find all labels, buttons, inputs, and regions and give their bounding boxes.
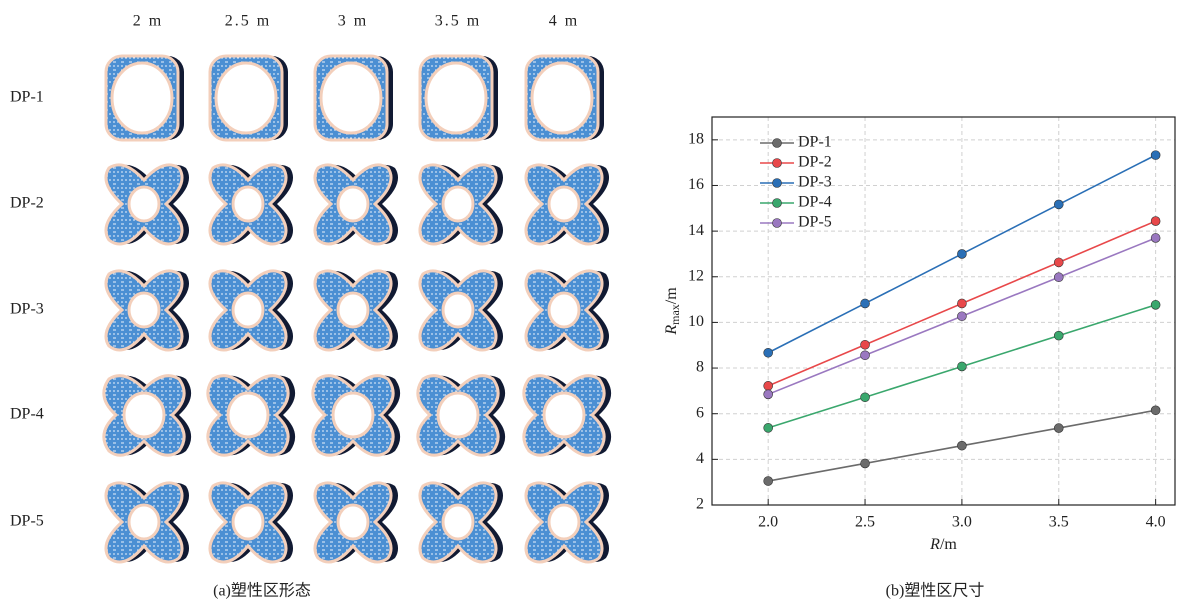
y-tick-label: 12 xyxy=(688,267,704,284)
data-point xyxy=(1151,217,1160,226)
x-tick-label: 3.0 xyxy=(952,514,972,531)
data-point xyxy=(1054,424,1063,433)
zone-shape xyxy=(210,56,288,140)
zone-shape xyxy=(420,165,503,244)
zone-shape xyxy=(313,376,400,456)
row-label: DP-1 xyxy=(10,89,44,106)
zone-shape xyxy=(315,271,398,350)
x-tick-label: 2.0 xyxy=(758,514,778,531)
panel-caption: (a)塑性区形态 xyxy=(213,582,311,600)
x-tick-label: 2.5 xyxy=(855,514,875,531)
y-tick-label: 10 xyxy=(688,313,704,330)
column-label: 4 m xyxy=(549,13,579,30)
zone-shape xyxy=(210,483,293,562)
zone-shape xyxy=(315,165,398,244)
legend-label: DP-4 xyxy=(798,194,832,211)
data-point xyxy=(861,299,870,308)
row-label: DP-2 xyxy=(10,195,44,212)
panel-caption: (b)塑性区尺寸 xyxy=(886,582,985,600)
legend-marker xyxy=(773,219,782,228)
column-label: 3 m xyxy=(338,13,368,30)
x-label-unit: /m xyxy=(940,536,957,553)
zone-shape xyxy=(104,376,191,456)
y-tick-label: 18 xyxy=(688,130,704,147)
legend-label: DP-2 xyxy=(798,154,832,171)
row-label: DP-4 xyxy=(10,406,44,423)
y-tick-label: 4 xyxy=(696,450,704,467)
zone-shape xyxy=(106,271,189,350)
zone-shape xyxy=(315,483,398,562)
zone-shape xyxy=(420,56,498,140)
data-point xyxy=(957,312,966,321)
data-point xyxy=(957,362,966,371)
legend-marker xyxy=(773,139,782,148)
data-point xyxy=(764,477,773,486)
legend-marker xyxy=(773,199,782,208)
y-tick-label: 14 xyxy=(688,222,704,239)
zone-shape xyxy=(315,56,393,140)
legend-label: DP-3 xyxy=(798,174,832,191)
x-tick-label: 3.5 xyxy=(1049,514,1069,531)
data-point xyxy=(957,249,966,258)
y-tick-label: 16 xyxy=(688,176,704,193)
zone-shape xyxy=(210,271,293,350)
data-point xyxy=(1054,200,1063,209)
zone-shape xyxy=(526,483,609,562)
data-point xyxy=(861,459,870,468)
column-label: 2 m xyxy=(133,13,163,30)
shape-grid xyxy=(104,56,611,562)
data-point xyxy=(764,348,773,357)
column-label: 2.5 m xyxy=(225,13,271,30)
y-tick-label: 6 xyxy=(696,404,704,421)
data-point xyxy=(861,351,870,360)
data-point xyxy=(957,441,966,450)
zone-shape xyxy=(524,376,611,456)
data-point xyxy=(1054,258,1063,267)
data-point xyxy=(764,381,773,390)
legend-marker xyxy=(773,179,782,188)
zone-shape xyxy=(418,376,505,456)
x-axis-label: R/m xyxy=(929,536,957,553)
zone-shape xyxy=(526,271,609,350)
data-point xyxy=(1054,331,1063,340)
data-point xyxy=(764,390,773,399)
zone-shape xyxy=(106,56,184,140)
row-label: DP-3 xyxy=(10,301,44,318)
zone-shape xyxy=(106,483,189,562)
zone-shape xyxy=(210,165,293,244)
zone-shape xyxy=(420,271,503,350)
data-point xyxy=(957,299,966,308)
y-tick-label: 8 xyxy=(696,359,704,376)
column-label: 3.5 m xyxy=(435,13,481,30)
y-label-unit: /m xyxy=(663,287,680,304)
y-label-symbol: R xyxy=(663,325,680,336)
data-point xyxy=(1054,273,1063,282)
zone-shape xyxy=(208,376,295,456)
data-point xyxy=(861,393,870,402)
y-label-sub: max xyxy=(668,304,682,325)
y-tick-label: 2 xyxy=(696,496,704,513)
data-point xyxy=(1151,300,1160,309)
zone-shape xyxy=(420,483,503,562)
row-label: DP-5 xyxy=(10,513,44,530)
data-point xyxy=(1151,151,1160,160)
zone-shape xyxy=(106,165,189,244)
data-point xyxy=(764,423,773,432)
figure: 2 m 2.5 m 3 m 3.5 m 4 m DP-1 DP-2 DP-3 DP-4 DP-5 (… xyxy=(0,0,1202,607)
y-axis-label: Rmax/m xyxy=(663,287,682,336)
x-label-symbol: R xyxy=(929,536,940,553)
data-point xyxy=(1151,233,1160,242)
legend-marker xyxy=(773,159,782,168)
zone-shape xyxy=(526,165,609,244)
legend-label: DP-1 xyxy=(798,134,832,151)
zone-shape xyxy=(526,56,604,140)
data-point xyxy=(1151,406,1160,415)
data-point xyxy=(861,340,870,349)
x-tick-label: 4.0 xyxy=(1146,514,1166,531)
legend-label: DP-5 xyxy=(798,214,832,231)
